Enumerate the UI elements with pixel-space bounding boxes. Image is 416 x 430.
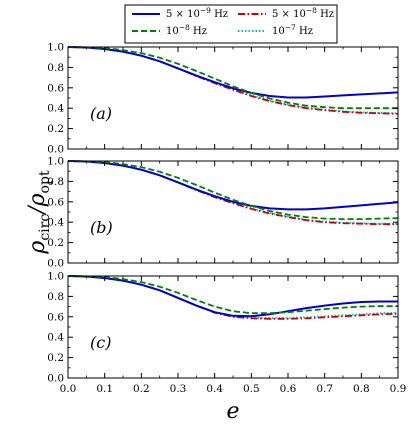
x-tick-label: 0.6 [280, 383, 297, 395]
series-line-1e-8 [67, 275, 398, 315]
x-tick-label: 0.8 [353, 383, 370, 395]
x-tick-label: 0.2 [133, 383, 150, 395]
panel-frame [67, 275, 399, 379]
legend-label: 10−7 Hz [272, 23, 313, 37]
y-tick-label: 0.6 [47, 82, 64, 94]
y-tick-label: 0.6 [47, 196, 64, 208]
y-tick-label: 0.0 [47, 144, 64, 156]
legend-label: 5 × 10−9 Hz [166, 6, 228, 20]
series-line-5e-9 [67, 275, 398, 318]
panel-2: 0.0 0.2 0.4 0.6 0.8 1.0 0.0 0.1 0.2 0.3 0.4 0.5 0.6 0… [47, 271, 406, 396]
y-tick-label: 0.2 [47, 352, 64, 364]
y-tick-label: 0.2 [47, 237, 64, 249]
panel-frame [67, 160, 399, 264]
legend-entry: 10−8 Hz [132, 23, 207, 37]
x-tick-label: 0.9 [390, 383, 407, 395]
legend-label: 5 × 10−8 Hz [272, 6, 334, 20]
y-tick-label: 1.0 [47, 42, 64, 54]
series-line-5e-8 [67, 46, 399, 115]
y-tick-label: 0.4 [47, 332, 64, 344]
y-tick-label: 0.8 [47, 291, 64, 303]
legend-label: 10−8 Hz [166, 23, 207, 37]
y-tick-label: 0.8 [47, 176, 64, 188]
panel-label: (b) [90, 218, 113, 237]
series-line-1e-8 [67, 46, 398, 110]
x-tick-label: 0.3 [170, 383, 187, 395]
y-tick-label: 0.2 [47, 123, 64, 135]
series-line-5e-9 [67, 46, 399, 99]
panel-1: 0.0 0.2 0.4 0.6 0.8 1.0 (b) [47, 156, 399, 270]
x-tick-label: 0.1 [96, 383, 113, 395]
series-line-1e-7 [67, 46, 399, 115]
y-tick-label: 1.0 [47, 156, 64, 168]
legend: 5 × 10−9 Hz 5 × 10−8 Hz 10−8 Hz 10−7 Hz [124, 4, 338, 44]
series-line-1e-7 [67, 275, 399, 319]
panel-label: (c) [90, 333, 111, 352]
x-tick-label: 0.5 [243, 383, 260, 395]
series-line-5e-8 [67, 275, 399, 320]
y-tick-label: 0.0 [47, 258, 64, 270]
panel-0: 0.0 0.2 0.4 0.6 0.8 1.0 (a) [47, 42, 399, 156]
legend-entry: 10−7 Hz [238, 23, 313, 37]
series-line-1e-8 [67, 160, 399, 221]
series-line-5e-9 [67, 160, 399, 211]
y-tick-label: 0.0 [47, 373, 64, 385]
y-tick-label: 0.4 [47, 217, 64, 229]
series-line-5e-8 [67, 160, 398, 226]
panel-label: (a) [90, 104, 112, 123]
y-tick-label: 0.6 [47, 311, 64, 323]
y-tick-label: 1.0 [47, 271, 64, 283]
y-axis-label: ρcirc/ρopt [25, 170, 53, 255]
panel-frame [67, 46, 399, 150]
legend-entry: 5 × 10−9 Hz [132, 6, 228, 20]
y-tick-label: 0.4 [47, 103, 64, 115]
y-tick-label: 0.8 [47, 62, 64, 74]
x-tick-label: 0.7 [316, 383, 333, 395]
legend-entry: 5 × 10−8 Hz [238, 6, 334, 20]
x-axis-label: e [226, 399, 239, 424]
legend-box [124, 4, 338, 44]
series-line-1e-7 [67, 160, 398, 225]
x-tick-label: 0.0 [60, 383, 77, 395]
x-tick-label: 0.4 [206, 383, 223, 395]
